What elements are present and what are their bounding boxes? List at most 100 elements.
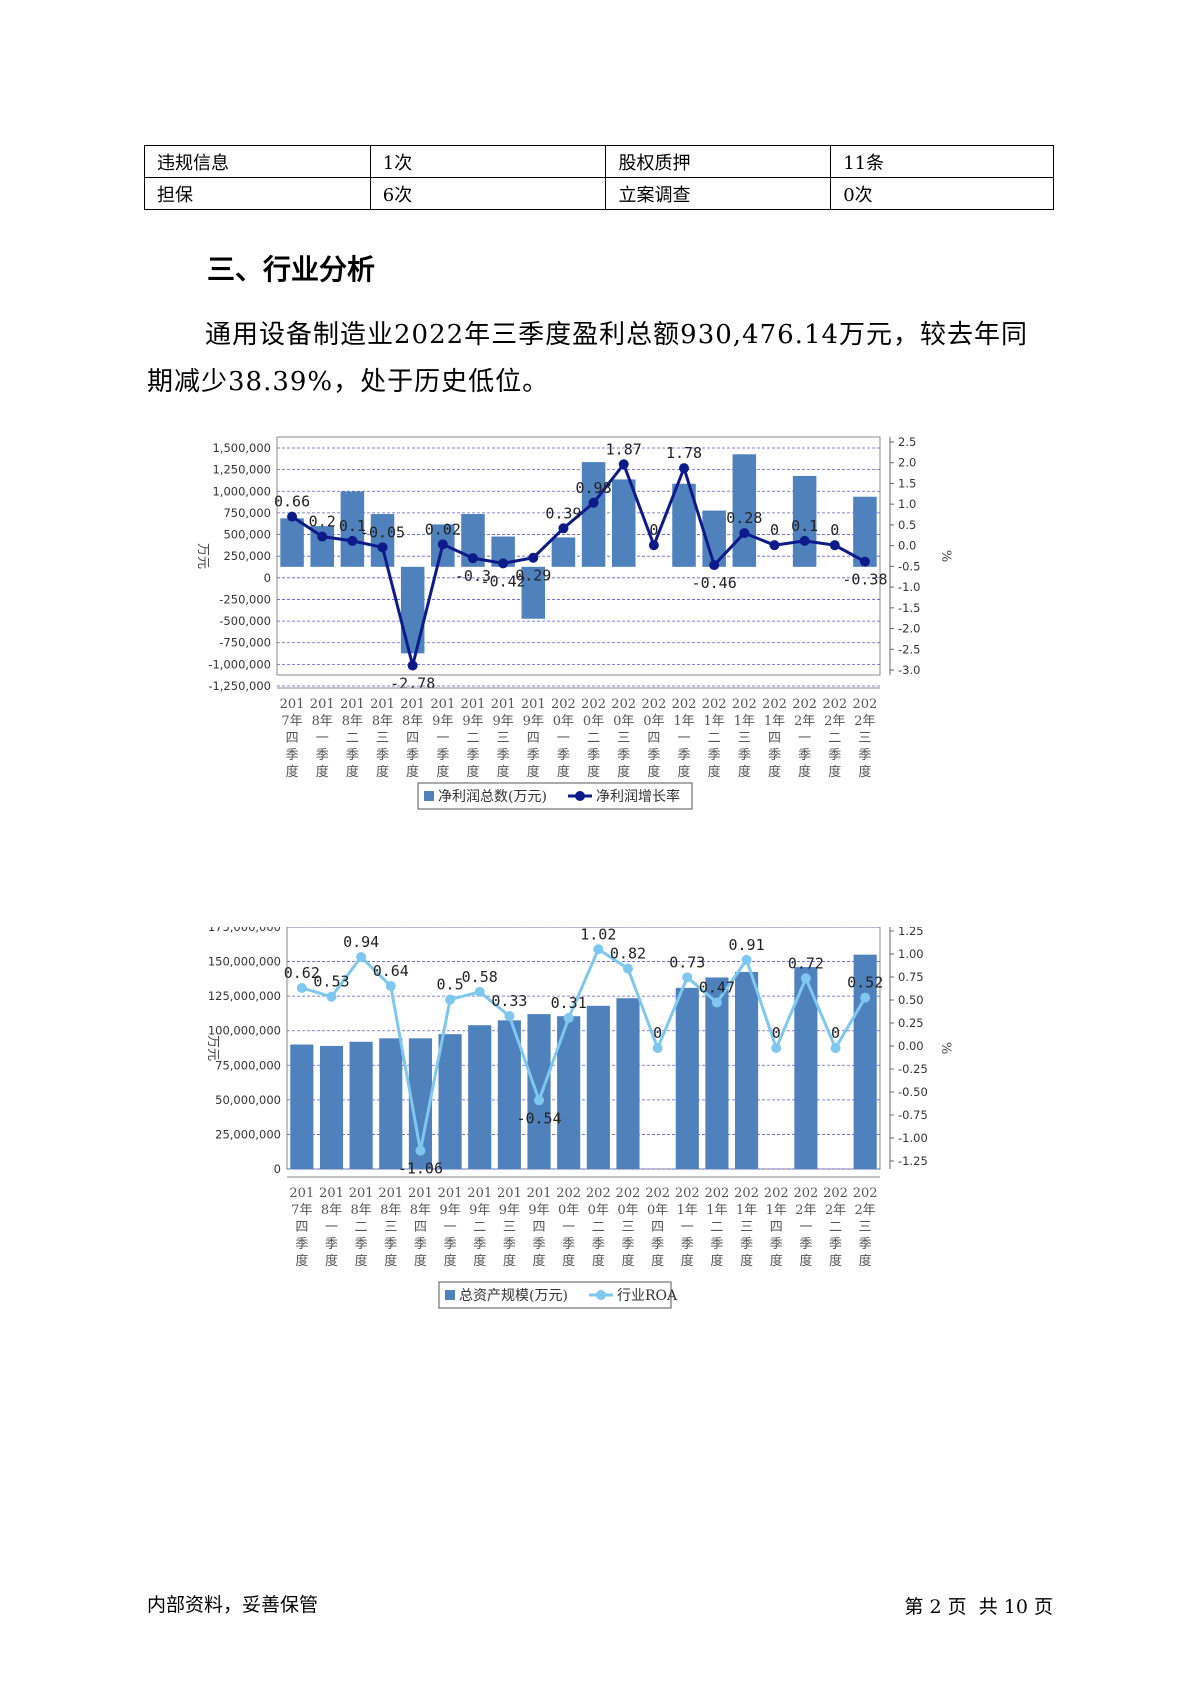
line-point [711,997,722,1008]
x-tick-line: 三 [617,731,630,746]
x-tick-label: 201 9年四季度 [527,1186,552,1269]
bar [557,1016,581,1169]
line-point [317,531,328,542]
x-tick-line: 季 [587,748,600,763]
x-tick-line: 1年 [766,1203,787,1218]
x-tick-line: 201 [370,697,395,712]
x-tick-line: 季 [316,748,329,763]
x-tick-label: 202 0年二季度 [586,1186,611,1269]
x-tick-line: 三 [740,1220,753,1235]
chart-title: 总资产变化图 [533,927,635,930]
y-tick-label: 75,000,000 [215,1058,281,1072]
x-tick-line: 度 [798,764,811,780]
x-tick-line: 季 [859,1237,872,1252]
x-tick-line: 201 [430,697,455,712]
bar [319,1045,344,1169]
x-tick-line: 度 [587,764,600,780]
bar [527,1014,551,1169]
x-tick-line: 202 [581,697,606,712]
y2-tick-label: 2.0 [898,456,916,470]
data-label: 0.66 [274,493,310,511]
line-point [326,991,337,1002]
y2-tick-label: 0.25 [898,1016,924,1030]
x-tick-label: 201 9年一季度 [438,1186,463,1269]
line-point [739,528,750,539]
y2-axis-unit: % [938,550,953,562]
bar [672,483,696,567]
data-label: 0 [653,1024,662,1042]
x-tick-line: 201 [491,697,516,712]
line-point [622,963,633,974]
data-label: -0.05 [360,523,405,541]
line-point [829,540,840,551]
x-tick-line: 1年 [704,714,725,729]
x-tick-line: 9年 [492,714,513,729]
x-tick-line: 度 [295,1253,308,1269]
x-tick-line: 二 [829,1220,842,1235]
x-tick-line: 一 [798,731,811,746]
x-tick-line: 9年 [462,714,483,729]
y-tick-label: -250,000 [219,592,271,606]
x-tick-label: 202 0年一季度 [551,697,576,780]
x-tick-line: 三 [503,1220,516,1235]
bar [521,566,546,619]
chart-legend: 净利润总数(万元) 净利润增长率 [417,782,693,810]
x-tick-line: 季 [768,748,781,763]
x-tick-line: 0年 [583,714,604,729]
table-cell: 0次 [830,177,1054,210]
x-tick-label: 201 8年四季度 [408,1186,433,1269]
y2-tick-label: 0.75 [898,970,924,984]
bar [792,475,817,567]
data-label: 0.91 [729,936,765,954]
line-point [347,535,358,546]
y2-tick-label: -0.50 [898,1085,928,1099]
data-label: 0.82 [610,945,646,963]
x-tick-label: 201 8年一季度 [319,1186,344,1269]
x-tick-line: 度 [651,1253,664,1269]
legend-box [417,782,693,810]
data-label: 0.72 [788,954,824,972]
data-label: 0 [770,521,779,539]
x-tick-label: 201 7年四季度 [280,697,305,780]
x-tick-label: 201 9年三季度 [497,1186,522,1269]
x-tick-line: 202 [616,1186,641,1201]
table-cell: 担保 [144,177,371,210]
x-tick-line: 2年 [794,714,815,729]
line-point [377,542,388,553]
y-tick-label: 1,000,000 [212,484,271,498]
y-tick-label: -750,000 [219,636,271,650]
x-tick-line: 度 [473,1253,486,1269]
x-tick-line: 9年 [499,1203,520,1218]
x-tick-line: 四 [527,731,540,746]
legend-box [438,1281,672,1309]
x-tick-line: 季 [651,1237,664,1252]
line-point [534,1095,545,1106]
legend-swatch-bar [445,1290,455,1300]
x-tick-line: 二 [708,731,721,746]
y2-tick-label: 1.0 [898,497,916,511]
x-tick-line: 8年 [312,714,333,729]
y2-tick-label: 1.25 [898,927,924,938]
x-tick-line: 202 [556,1186,581,1201]
x-tick-line: 202 [645,1186,670,1201]
x-tick-line: 0年 [588,1203,609,1218]
y2-tick-label: 1.5 [898,476,916,490]
page-suffix: 页 [1033,1596,1053,1618]
line-point [771,1043,782,1053]
y-axis-unit: 万元 [205,1035,220,1061]
data-label: 1.87 [606,440,642,458]
x-tick-line: 季 [770,1237,783,1252]
line-point [859,556,870,567]
x-tick-line: 2年 [795,1203,816,1218]
line-point [445,994,456,1005]
x-tick-line: 季 [621,1237,634,1252]
x-tick-line: 季 [533,1237,546,1252]
x-tick-line: 季 [527,748,540,763]
line-point [648,540,659,551]
bar [581,462,606,567]
footer-confidential: 内部资料，妥善保管 [147,1594,319,1616]
x-tick-line: 8年 [380,1203,401,1218]
y2-tick-label: -3.0 [898,663,920,677]
x-tick-line: 季 [295,1237,308,1252]
data-label: 0 [772,1024,781,1042]
